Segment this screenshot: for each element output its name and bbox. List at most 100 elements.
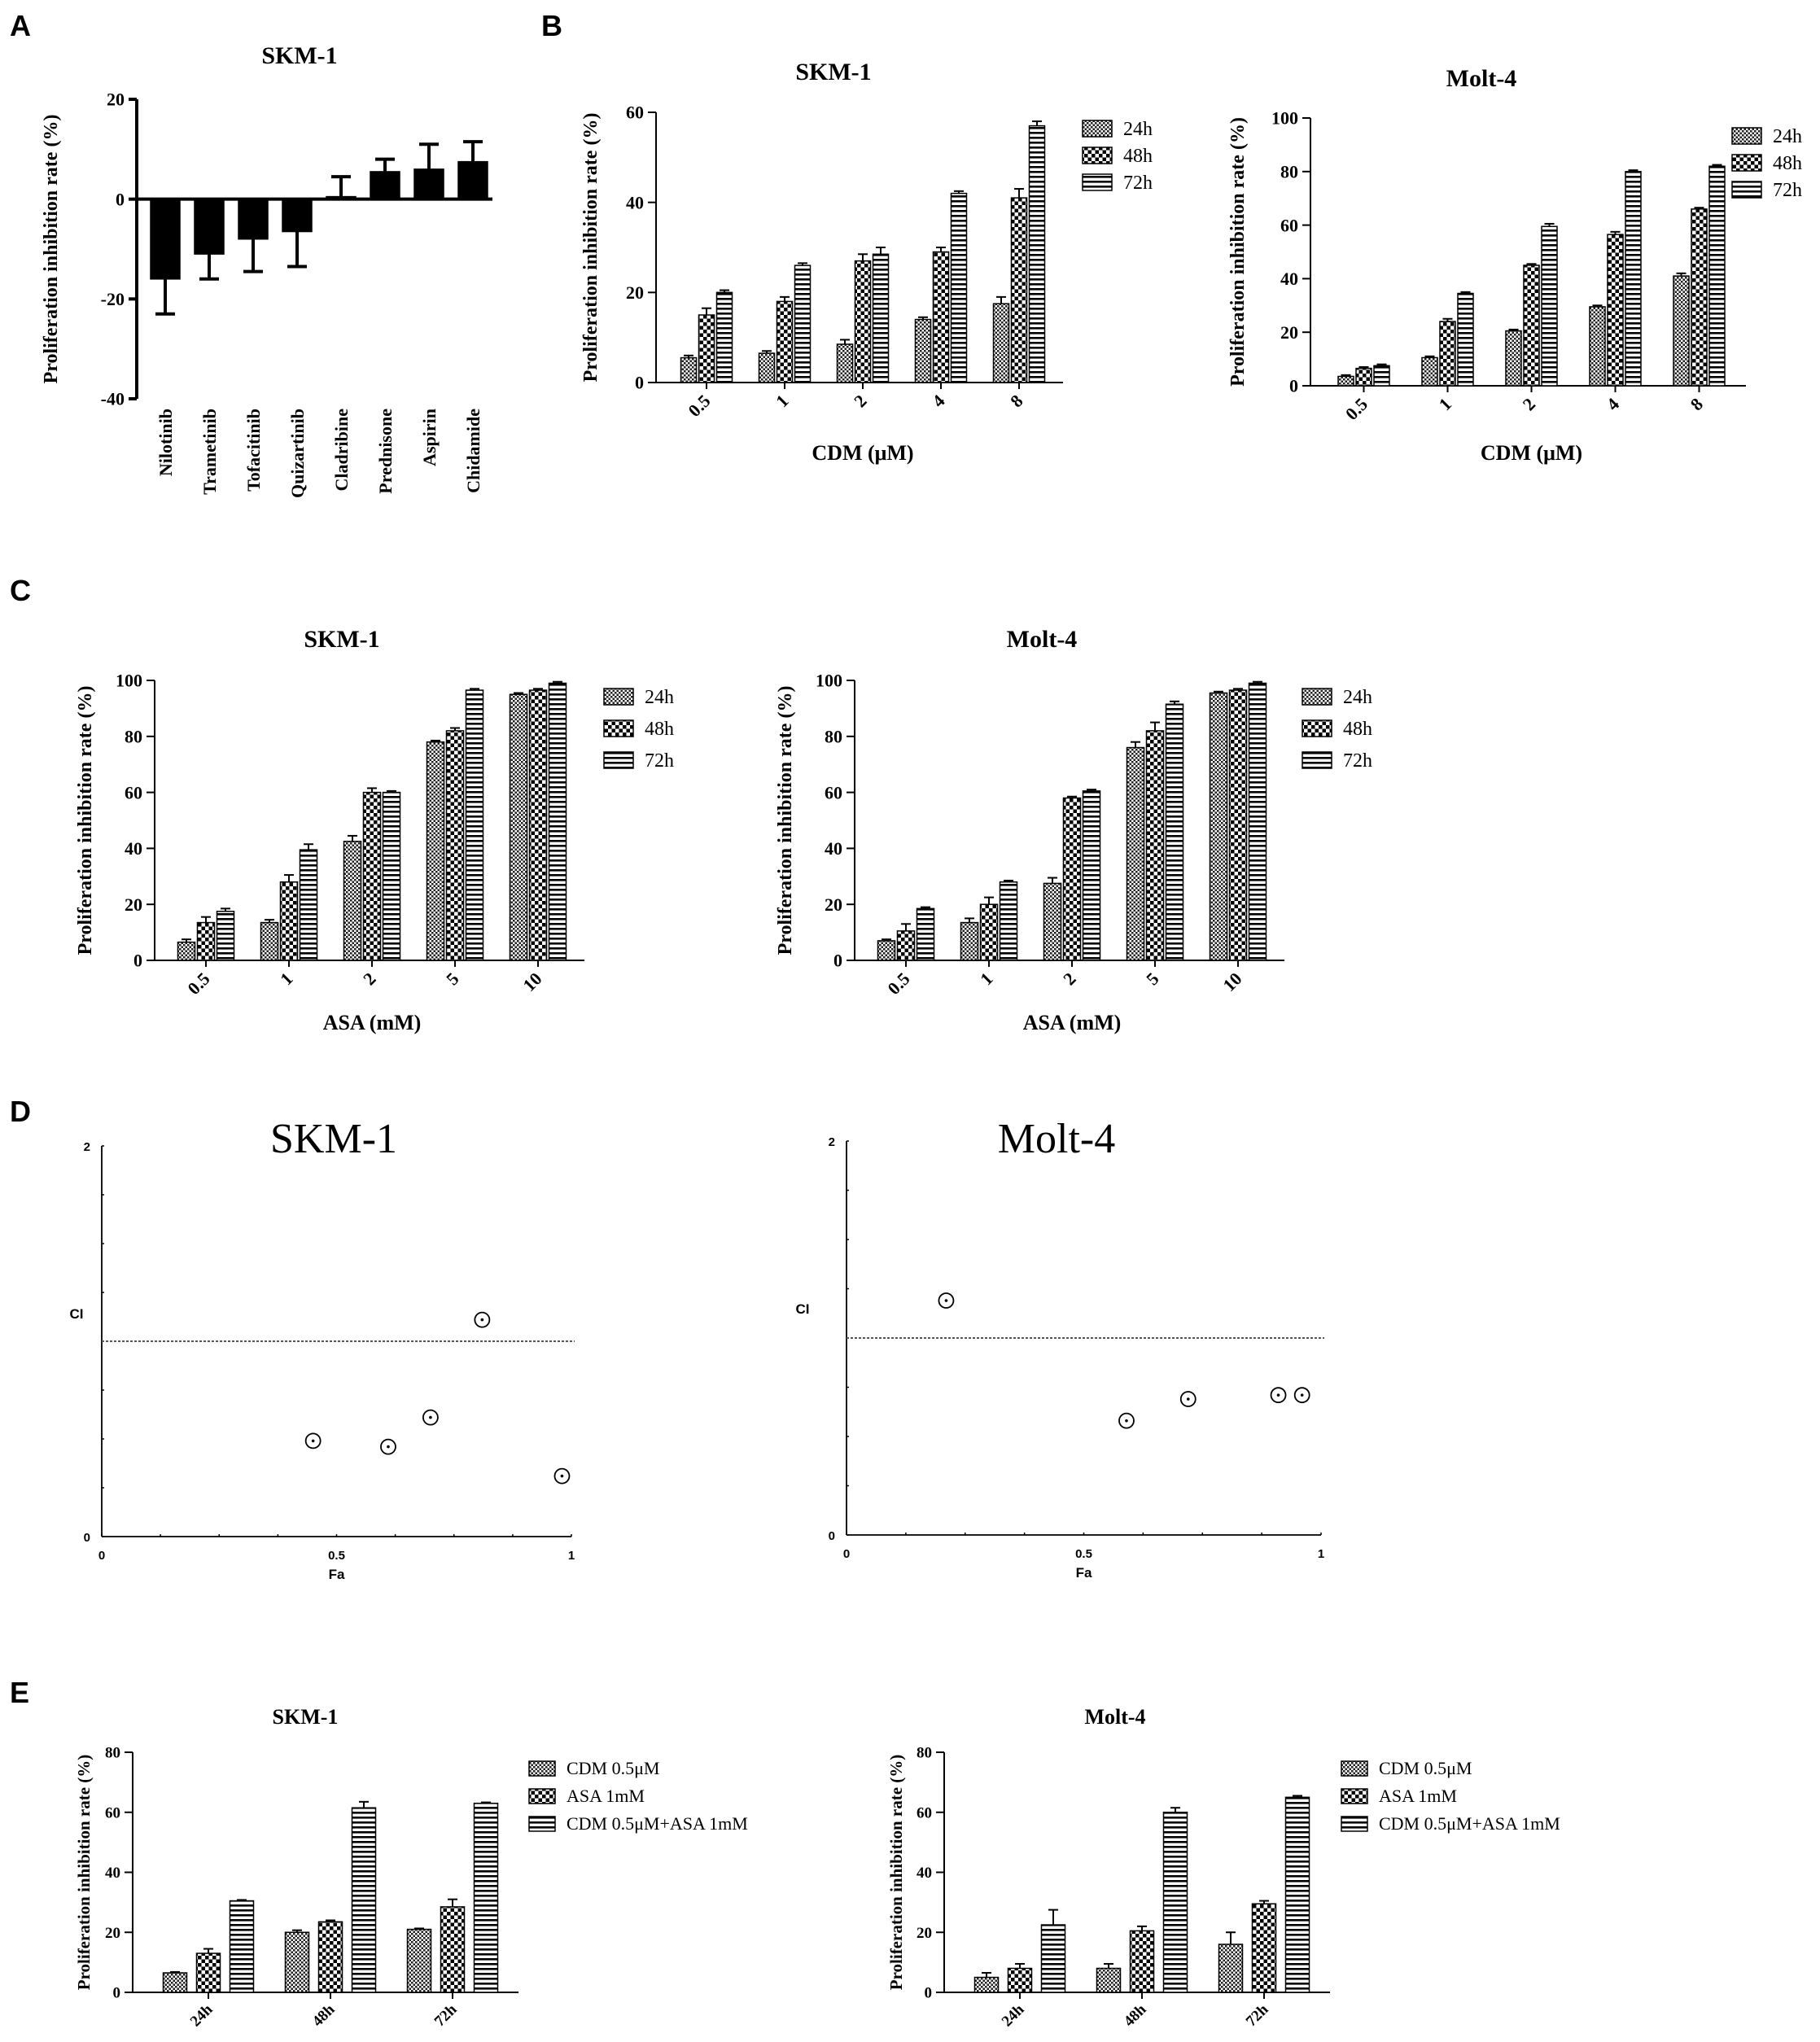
x-axis-label: Fa — [329, 1567, 345, 1582]
y-tick-label: 0 — [133, 951, 142, 971]
legend-swatch — [1731, 127, 1762, 145]
x-tick-label: 72h — [1243, 2000, 1272, 2030]
ci-point-dot — [387, 1445, 390, 1449]
y-tick-label: 80 — [125, 727, 142, 747]
bar-b2-0-3 — [1589, 306, 1606, 387]
bar-a-0-1 — [194, 198, 225, 255]
ci-point-dot — [311, 1439, 315, 1443]
bar-c1-1-0 — [196, 921, 216, 961]
x-tick-label: 1 — [568, 1549, 575, 1563]
bar-b2-2-1 — [1457, 292, 1474, 387]
x-tick-label: 4 — [1603, 394, 1623, 414]
bar-e2-1-2 — [1251, 1903, 1277, 1993]
y-tick-label: 0 — [925, 1985, 933, 2002]
bar-e2-2-1 — [1162, 1812, 1188, 1993]
y-tick-label: 40 — [825, 838, 842, 859]
legend-label: 48h — [1773, 153, 1802, 174]
legend-label: 72h — [1343, 750, 1372, 772]
bar-b1-1-3 — [932, 251, 950, 383]
y-tick-label: 80 — [825, 727, 842, 747]
bar-c1-2-1 — [299, 849, 318, 961]
bar-b2-0-1 — [1421, 356, 1438, 387]
bar-e2-1-1 — [1129, 1930, 1155, 1993]
legend-swatch — [1341, 1760, 1368, 1777]
bar-b1-0-4 — [992, 303, 1010, 383]
bar-b2-1-3 — [1607, 234, 1624, 387]
x-tick-label: 1 — [1435, 394, 1455, 414]
x-tick-label: 48h — [1121, 2000, 1150, 2030]
legend-label: ASA 1mM — [567, 1786, 645, 1806]
legend-swatch — [528, 1788, 556, 1804]
bar-b2-0-2 — [1505, 330, 1522, 387]
y-tick-label: 20 — [917, 1925, 932, 1942]
legend-swatch — [1341, 1788, 1368, 1804]
bar-c1-1-4 — [528, 689, 548, 961]
legend-label: 48h — [1343, 719, 1372, 740]
ci-point-dot — [1300, 1393, 1304, 1397]
y-axis-label: CI — [796, 1301, 810, 1317]
bar-c2-2-2 — [1082, 790, 1101, 961]
y-axis-label: Proliferation inhibition rate (%) — [1227, 117, 1249, 387]
bar-b2-1-0 — [1355, 367, 1372, 387]
ci-point-dot — [480, 1318, 484, 1322]
bar-b1-0-3 — [914, 318, 932, 383]
y-tick-label: 100 — [1271, 108, 1298, 129]
ci-point-dot — [429, 1415, 432, 1419]
bar-c2-0-1 — [960, 921, 979, 961]
bar-b2-1-2 — [1523, 265, 1540, 387]
chart-b-molt4-cdm: Molt-4 Proliferation inhibition rate (%) C… — [1227, 65, 1802, 465]
x-tick-label: Quizartinib — [287, 409, 308, 498]
legend-label: 24h — [1773, 126, 1802, 147]
x-tick-label: Tofacitinib — [243, 409, 264, 492]
bar-b1-2-3 — [950, 192, 968, 383]
y-tick-label: 0 — [84, 1531, 90, 1545]
bar-e2-0-1 — [1096, 1967, 1122, 1993]
bar-c2-1-0 — [896, 930, 916, 961]
bar-c2-1-3 — [1145, 730, 1165, 961]
chart-title: Molt-4 — [1007, 626, 1078, 653]
legend-label: 48h — [645, 719, 674, 740]
legend-swatch — [528, 1816, 556, 1832]
bar-a-0-7 — [457, 160, 488, 200]
ci-point-dot — [1125, 1419, 1128, 1423]
y-tick-label: 40 — [105, 1865, 120, 1882]
x-tick-label: 24h — [999, 2000, 1028, 2030]
bar-c1-0-4 — [509, 693, 528, 961]
bar-c2-0-3 — [1126, 746, 1145, 961]
x-tick-label: 2 — [1519, 394, 1539, 414]
legend-swatch — [1082, 120, 1113, 138]
x-tick-label: 10 — [518, 969, 545, 995]
x-tick-label: 1 — [772, 391, 792, 411]
y-tick-label: 20 — [1280, 322, 1298, 343]
y-tick-label: 60 — [825, 782, 842, 802]
bar-e2-1-0 — [1007, 1967, 1033, 1993]
bar-c1-1-1 — [279, 881, 299, 961]
x-tick-label: 8 — [1006, 391, 1026, 411]
y-tick-label: 60 — [125, 782, 142, 802]
y-tick-label: 20 — [105, 1925, 120, 1942]
x-tick-label: Chidamide — [463, 409, 483, 493]
y-tick-label: -40 — [101, 389, 125, 409]
bar-b2-2-2 — [1541, 225, 1558, 387]
chart-title: SKM-1 — [270, 1116, 397, 1162]
y-tick-label: 0 — [833, 951, 842, 971]
y-axis-label: Proliferation inhibition rate (%) — [580, 113, 602, 383]
y-tick-label: 60 — [626, 103, 644, 123]
chart-e-skm1-combo: SKM-1 Proliferation inhibition rate (%) 0 2… — [74, 1705, 748, 2030]
y-tick-label: 0 — [113, 1985, 121, 2002]
x-tick-label: 24h — [187, 2000, 217, 2030]
y-tick-label: 0 — [1289, 376, 1298, 396]
y-tick-label: 80 — [1280, 162, 1298, 182]
legend-swatch — [1302, 719, 1332, 737]
y-tick-label: 60 — [105, 1804, 120, 1821]
y-tick-label: 0 — [635, 373, 644, 393]
x-tick-label: Trametinib — [199, 409, 220, 495]
bar-b1-0-2 — [836, 343, 854, 383]
panel-letter-e: E — [10, 1676, 29, 1709]
legend-swatch — [528, 1760, 556, 1777]
x-tick-label: 48h — [309, 2000, 339, 2030]
x-axis-label: CDM (μM) — [1481, 441, 1582, 465]
legend-swatch — [603, 751, 634, 769]
y-tick-label: -20 — [101, 289, 125, 309]
bar-c1-2-0 — [216, 911, 235, 961]
